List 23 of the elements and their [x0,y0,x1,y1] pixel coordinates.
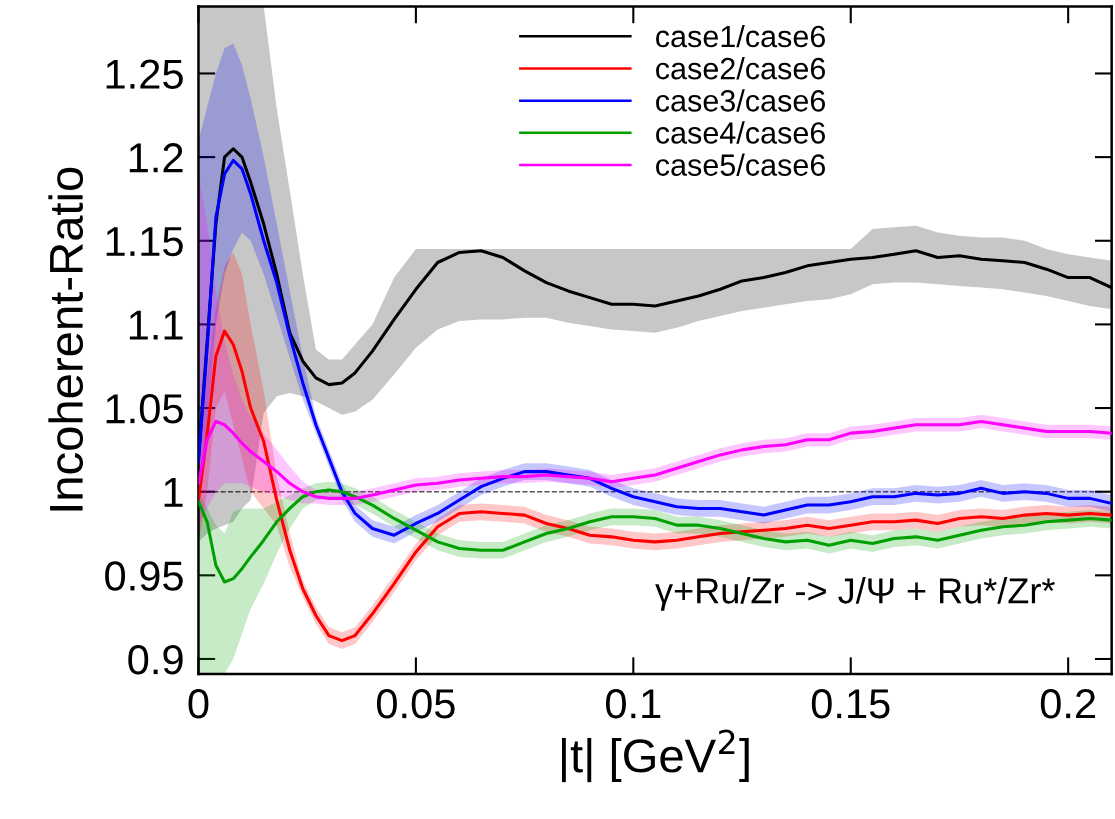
y-tick-label: 0.95 [105,561,183,591]
x-tick-label: 0.15 [811,689,890,719]
y-tick-label: 1 [164,478,183,507]
y-tick-label: 1.15 [106,227,183,257]
x-tick-label: 0.1 [605,689,661,719]
x-tick-label: 0.2 [1040,689,1096,719]
line-series [198,419,1112,500]
y-tick-label: 1.1 [129,310,183,340]
legend-label: case4/case6 [656,121,825,144]
y-axis-title: Incoherent-Ratio [48,167,84,511]
x-tick-label: 0.05 [376,689,455,719]
y-tick-label: 1.05 [106,394,183,424]
annotation: γ+Ru/Zr -> J/Ψ + Ru*/Zr* [655,577,1055,611]
legend-label: case5/case6 [656,153,825,176]
y-tick-label: 1.2 [129,143,183,173]
y-tick-label: 1.25 [106,59,183,89]
legend-label: case2/case6 [656,57,825,80]
y-tick-label: 0.9 [128,644,183,675]
x-tick-label: 0 [188,689,209,719]
line-series [198,329,1112,643]
x-axis-title: |t| [GeV$^{2}$] [562,729,749,783]
legend-label: case1/case6 [656,24,825,48]
legend-label: case3/case6 [656,89,825,112]
